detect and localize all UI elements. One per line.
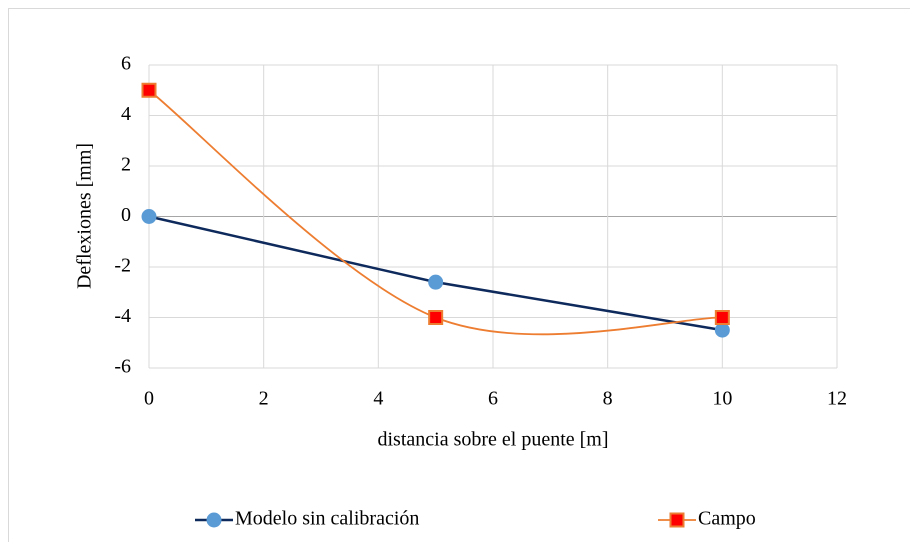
y-tick-label: -2 bbox=[114, 255, 131, 277]
x-tick-label: 4 bbox=[373, 388, 383, 410]
y-tick-label: 6 bbox=[121, 53, 131, 75]
x-tick-label: 2 bbox=[259, 388, 269, 410]
x-tick-label: 0 bbox=[144, 388, 154, 410]
y-tick-label: 2 bbox=[121, 154, 131, 176]
x-axis-label: distancia sobre el puente [m] bbox=[377, 429, 608, 451]
series-line bbox=[148, 89, 723, 336]
x-tick-label: 12 bbox=[827, 388, 847, 410]
data-point bbox=[141, 209, 157, 224]
data-point bbox=[714, 310, 730, 325]
legend-marker bbox=[206, 512, 222, 528]
legend-marker bbox=[669, 512, 685, 528]
chart-border bbox=[8, 8, 910, 542]
x-tick-label: 8 bbox=[603, 388, 613, 410]
data-point bbox=[714, 322, 730, 338]
data-point bbox=[428, 274, 444, 290]
y-tick-label: 4 bbox=[121, 103, 131, 125]
y-tick-label: -6 bbox=[114, 356, 131, 378]
x-tick-label: 6 bbox=[488, 388, 498, 410]
legend-label: Campo bbox=[698, 508, 756, 530]
x-tick-label: 10 bbox=[712, 388, 732, 410]
legend-label: Modelo sin calibración bbox=[235, 508, 419, 530]
data-point bbox=[141, 82, 157, 98]
data-point bbox=[428, 310, 444, 325]
y-tick-label: 0 bbox=[121, 204, 131, 226]
y-axis-label: Deflexiones [mm] bbox=[74, 143, 96, 289]
y-tick-label: -4 bbox=[114, 305, 131, 327]
